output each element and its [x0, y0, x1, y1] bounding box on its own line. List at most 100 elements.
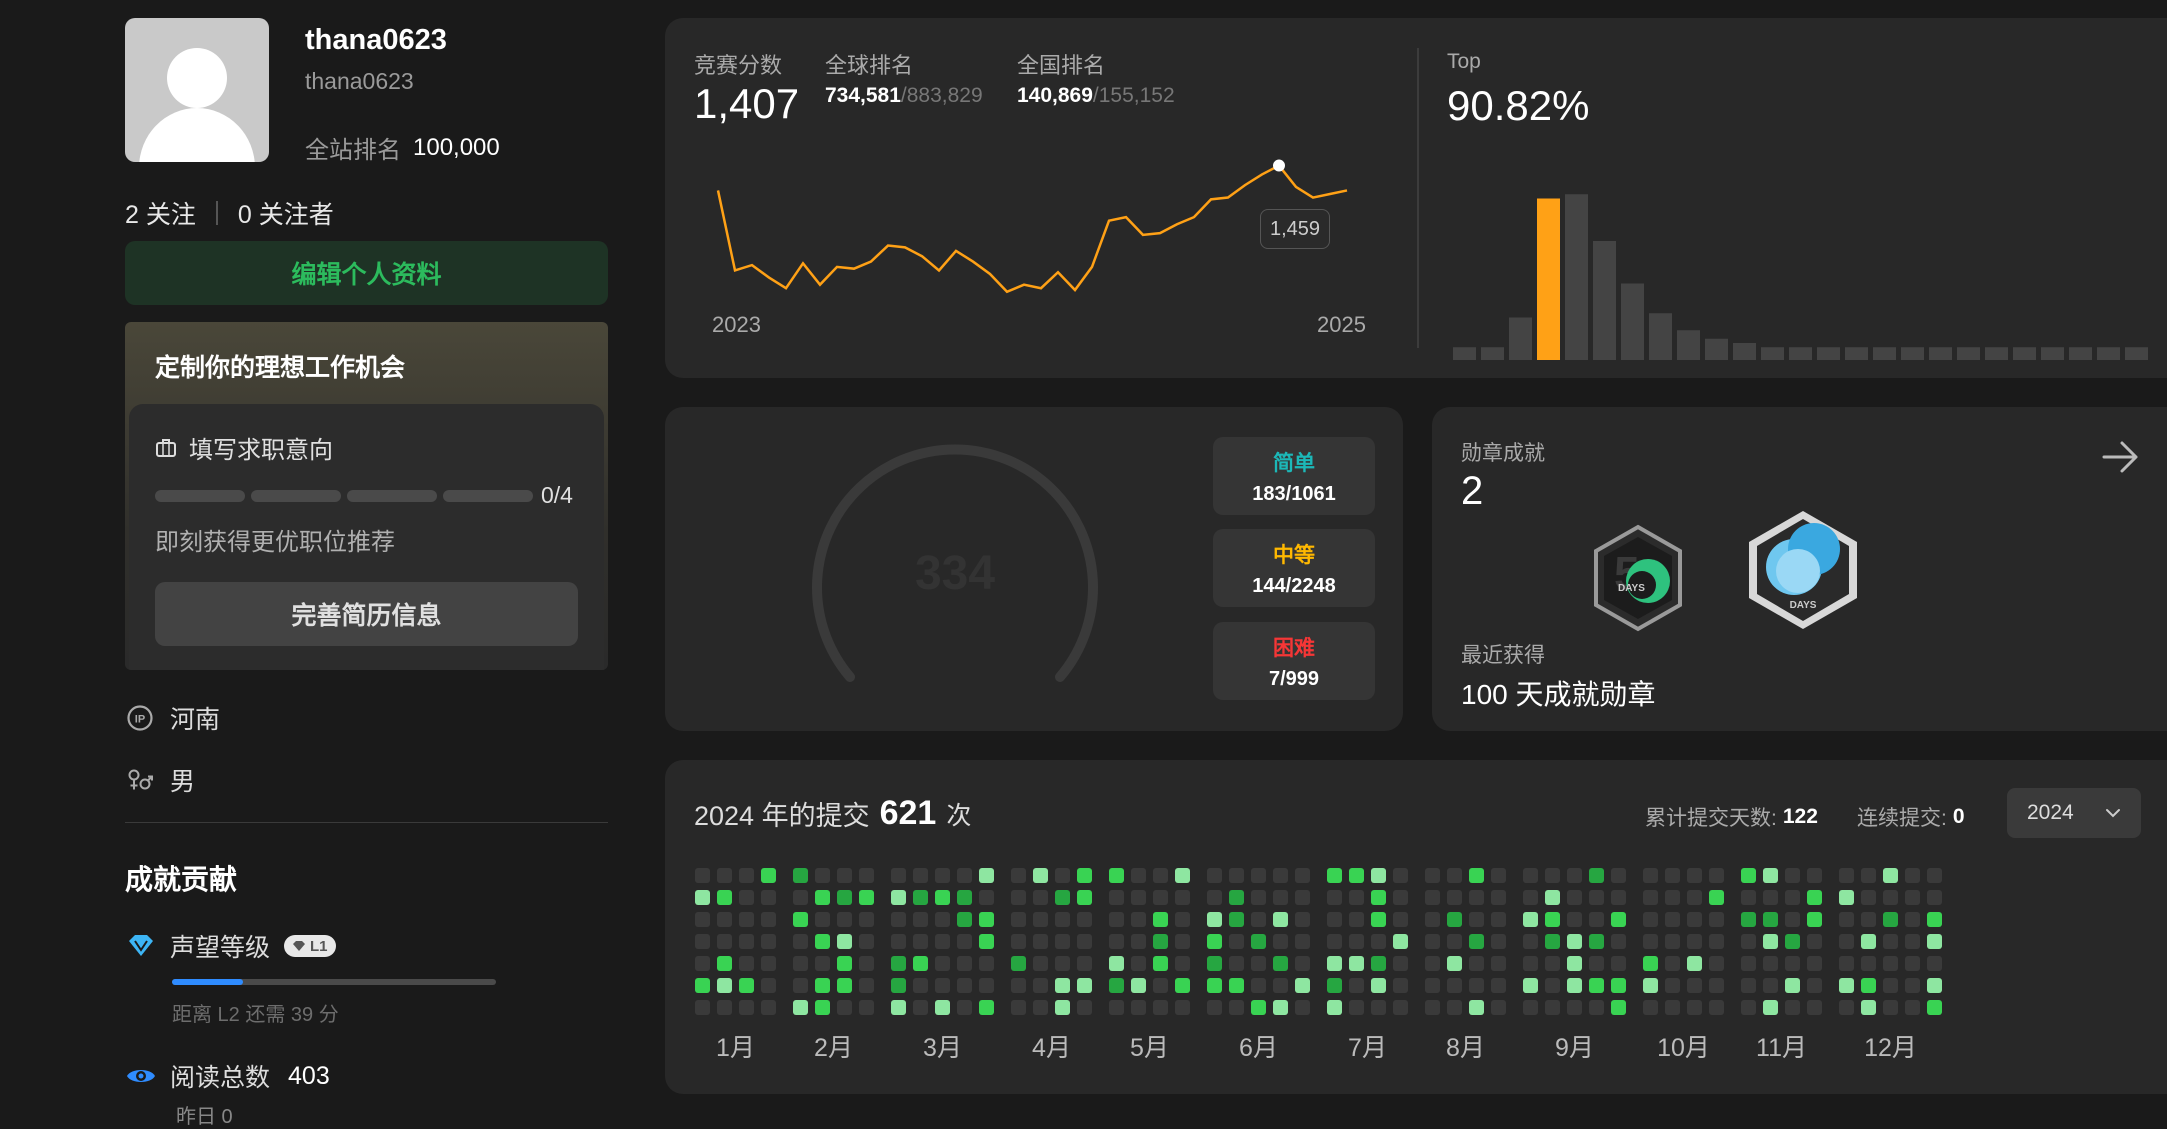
heatmap-cell[interactable]	[979, 868, 994, 883]
heatmap-cell[interactable]	[979, 956, 994, 971]
complete-resume-button[interactable]: 完善简历信息	[155, 582, 578, 646]
heatmap-cell[interactable]	[1153, 912, 1168, 927]
heatmap-cell[interactable]	[837, 934, 852, 949]
heatmap-cell[interactable]	[891, 956, 906, 971]
heatmap-cell[interactable]	[913, 912, 928, 927]
heatmap-cell[interactable]	[859, 956, 874, 971]
heatmap-cell[interactable]	[1709, 956, 1724, 971]
heatmap-cell[interactable]	[761, 912, 776, 927]
heatmap-cell[interactable]	[1077, 956, 1092, 971]
distribution-bar[interactable]	[2097, 347, 2120, 360]
heatmap-cell[interactable]	[1589, 1000, 1604, 1015]
heatmap-cell[interactable]	[1175, 956, 1190, 971]
heatmap-cell[interactable]	[1741, 890, 1756, 905]
heatmap-cell[interactable]	[1077, 890, 1092, 905]
heatmap-cell[interactable]	[1807, 934, 1822, 949]
distribution-bar[interactable]	[1873, 347, 1896, 360]
heatmap-cell[interactable]	[1327, 934, 1342, 949]
distribution-bar[interactable]	[1649, 313, 1672, 360]
heatmap-cell[interactable]	[1011, 868, 1026, 883]
heatmap-cell[interactable]	[1763, 956, 1778, 971]
heatmap-cell[interactable]	[739, 868, 754, 883]
arrow-right-icon[interactable]	[2100, 437, 2142, 477]
heatmap-cell[interactable]	[1643, 978, 1658, 993]
heatmap-cell[interactable]	[1175, 890, 1190, 905]
heatmap-cell[interactable]	[1861, 912, 1876, 927]
heatmap-cell[interactable]	[717, 1000, 732, 1015]
heatmap-cell[interactable]	[1741, 956, 1756, 971]
heatmap-cell[interactable]	[1175, 1000, 1190, 1015]
heatmap-cell[interactable]	[793, 978, 808, 993]
heatmap-cell[interactable]	[1709, 868, 1724, 883]
heatmap-cell[interactable]	[1709, 912, 1724, 927]
heatmap-cell[interactable]	[1687, 934, 1702, 949]
heatmap-cell[interactable]	[1131, 1000, 1146, 1015]
distribution-bar[interactable]	[1845, 347, 1868, 360]
heatmap-cell[interactable]	[717, 978, 732, 993]
heatmap-cell[interactable]	[1741, 912, 1756, 927]
difficulty-hard[interactable]: 困难 7/999	[1213, 622, 1375, 700]
heatmap-cell[interactable]	[793, 868, 808, 883]
heatmap-cell[interactable]	[1763, 912, 1778, 927]
distribution-bar[interactable]	[1565, 194, 1588, 360]
heatmap-cell[interactable]	[1251, 1000, 1266, 1015]
heatmap-cell[interactable]	[1131, 912, 1146, 927]
heatmap-cell[interactable]	[1131, 890, 1146, 905]
heatmap-cell[interactable]	[1839, 978, 1854, 993]
heatmap-cell[interactable]	[1327, 912, 1342, 927]
heatmap-cell[interactable]	[1883, 1000, 1898, 1015]
heatmap-cell[interactable]	[1611, 890, 1626, 905]
distribution-bar[interactable]	[1537, 198, 1560, 361]
heatmap-cell[interactable]	[1611, 934, 1626, 949]
heatmap-cell[interactable]	[1665, 912, 1680, 927]
heatmap-cell[interactable]	[1033, 1000, 1048, 1015]
heatmap-cell[interactable]	[1033, 890, 1048, 905]
heatmap-cell[interactable]	[1741, 934, 1756, 949]
heatmap-cell[interactable]	[1327, 868, 1342, 883]
distribution-bar[interactable]	[2013, 347, 2036, 360]
heatmap-cell[interactable]	[1905, 912, 1920, 927]
heatmap-cell[interactable]	[1131, 868, 1146, 883]
heatmap-cell[interactable]	[1687, 1000, 1702, 1015]
heatmap-cell[interactable]	[1077, 934, 1092, 949]
distribution-bar[interactable]	[1509, 317, 1532, 361]
distribution-bar[interactable]	[1901, 347, 1924, 360]
heatmap-cell[interactable]	[913, 890, 928, 905]
heatmap-cell[interactable]	[1447, 978, 1462, 993]
heatmap-cell[interactable]	[1709, 934, 1724, 949]
heatmap-cell[interactable]	[1207, 978, 1222, 993]
heatmap-cell[interactable]	[1371, 1000, 1386, 1015]
heatmap-cell[interactable]	[1447, 1000, 1462, 1015]
heatmap-cell[interactable]	[1109, 868, 1124, 883]
heatmap-cell[interactable]	[1785, 890, 1800, 905]
rating-highlight-point[interactable]	[1273, 159, 1285, 172]
heatmap-cell[interactable]	[837, 956, 852, 971]
heatmap-cell[interactable]	[913, 1000, 928, 1015]
heatmap-cell[interactable]	[837, 890, 852, 905]
heatmap-cell[interactable]	[1643, 934, 1658, 949]
heatmap-cell[interactable]	[1109, 934, 1124, 949]
heatmap-cell[interactable]	[1469, 868, 1484, 883]
heatmap-cell[interactable]	[1665, 978, 1680, 993]
heatmap-cell[interactable]	[1861, 956, 1876, 971]
heatmap-cell[interactable]	[793, 912, 808, 927]
heatmap-cell[interactable]	[1611, 912, 1626, 927]
heatmap-cell[interactable]	[1273, 1000, 1288, 1015]
heatmap-cell[interactable]	[1055, 978, 1070, 993]
distribution-bar[interactable]	[1817, 347, 1840, 360]
heatmap-cell[interactable]	[1469, 978, 1484, 993]
heatmap-cell[interactable]	[1393, 978, 1408, 993]
heatmap-cell[interactable]	[1011, 890, 1026, 905]
heatmap-cell[interactable]	[913, 934, 928, 949]
heatmap-cell[interactable]	[1153, 934, 1168, 949]
heatmap-cell[interactable]	[1033, 868, 1048, 883]
heatmap-cell[interactable]	[1905, 868, 1920, 883]
heatmap-cell[interactable]	[1295, 978, 1310, 993]
heatmap-cell[interactable]	[1251, 912, 1266, 927]
heatmap-cell[interactable]	[1545, 956, 1560, 971]
heatmap-cell[interactable]	[1295, 956, 1310, 971]
heatmap-cell[interactable]	[1665, 890, 1680, 905]
heatmap-cell[interactable]	[1763, 1000, 1778, 1015]
heatmap-cell[interactable]	[1883, 978, 1898, 993]
heatmap-cell[interactable]	[1175, 978, 1190, 993]
